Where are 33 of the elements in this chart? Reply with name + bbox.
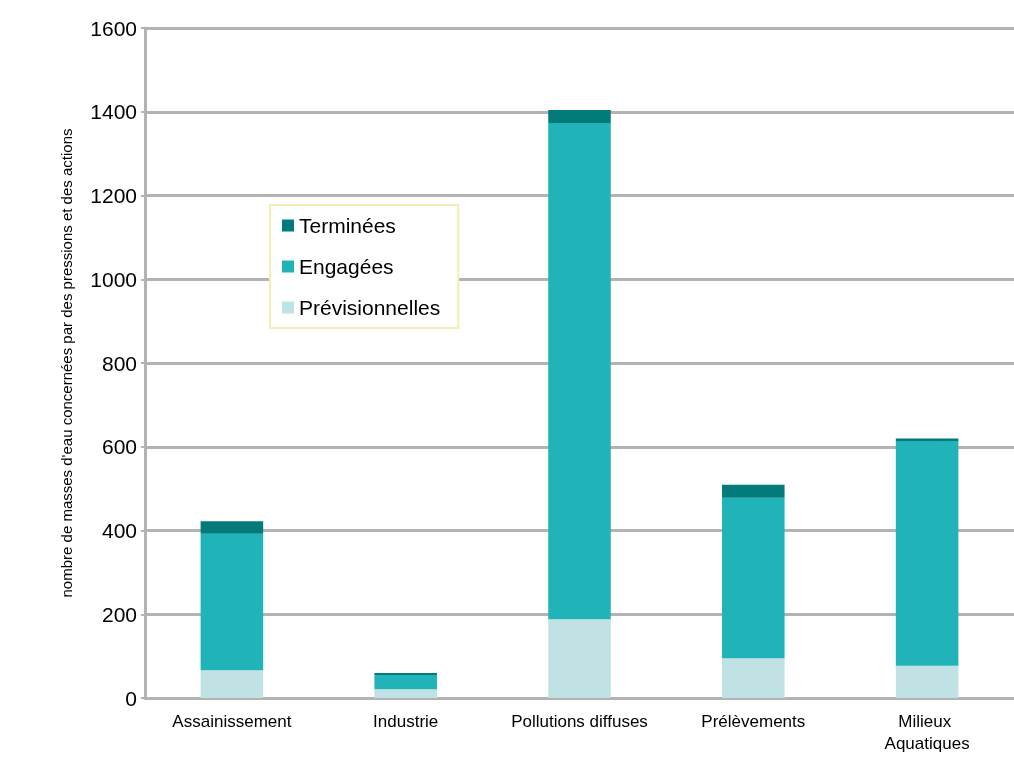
bar: [722, 497, 785, 659]
y-tick-label: 1000: [90, 267, 137, 291]
x-tick-label: Pollutions diffuses: [511, 711, 648, 731]
bar: [895, 440, 959, 666]
bar: [722, 484, 785, 498]
bar: [374, 689, 437, 698]
y-tick-label: 1600: [90, 16, 137, 40]
bar: [200, 670, 264, 698]
y-axis-title: nombre de masses d'eau concernées par des pressions et des actions: [57, 128, 75, 598]
x-tick-label: Industrie: [373, 711, 439, 731]
y-tick-label: 600: [101, 435, 137, 459]
legend-label: Engagées: [299, 255, 394, 278]
bar: [895, 438, 959, 441]
bar: [548, 110, 611, 124]
bar: [548, 619, 611, 698]
bar: [200, 533, 264, 671]
y-tick-label: 200: [101, 602, 137, 626]
x-tick-label: Prélèvements: [701, 711, 806, 731]
bar: [374, 672, 437, 675]
legend-label: Terminées: [299, 214, 396, 237]
y-tick-label: 1200: [90, 184, 137, 207]
y-tick-label: 0: [125, 686, 137, 710]
bar: [895, 665, 959, 698]
bar: [722, 658, 785, 698]
bar: [548, 123, 611, 620]
legend-label: Prévisionnelles: [299, 296, 441, 319]
y-tick-label: 1400: [90, 100, 137, 124]
bar: [200, 521, 264, 534]
y-tick-label: 400: [101, 519, 137, 542]
x-tick-label: Milieux Aquatiques: [884, 711, 970, 753]
bar: [374, 674, 437, 690]
y-tick-label: 800: [101, 351, 137, 375]
x-tick-label: Assainissement: [172, 711, 292, 731]
